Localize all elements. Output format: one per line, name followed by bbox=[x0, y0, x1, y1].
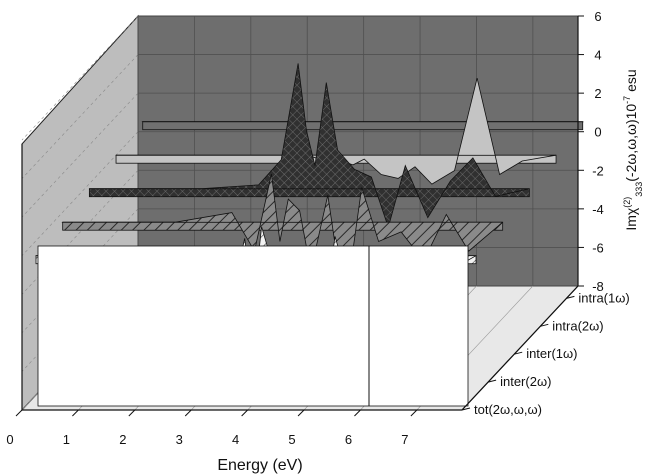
x-tick bbox=[15, 409, 23, 417]
x-tick bbox=[241, 409, 248, 417]
series-label: intra(2ω) bbox=[552, 318, 603, 333]
axis-layer: 6 4 2 0 -2 -4 -6 -8 0 1 2 3 4 5 6 7 intra(1ω) intra(2ω) in… bbox=[6, 9, 629, 447]
series-label: intra(1ω) bbox=[578, 290, 629, 305]
x-axis-label: Energy (eV) bbox=[217, 457, 302, 474]
front-panel bbox=[37, 245, 469, 407]
y-tick-label: 2 bbox=[594, 86, 601, 101]
x-tick bbox=[128, 409, 136, 417]
series-tick bbox=[461, 407, 471, 411]
series-tick bbox=[487, 379, 497, 383]
series-label: inter(1ω) bbox=[526, 346, 577, 361]
series-ribbon bbox=[61, 173, 504, 310]
side-grid-line bbox=[21, 54, 139, 179]
back-wall bbox=[137, 15, 579, 287]
x-tick-label: 7 bbox=[401, 432, 408, 447]
series-label: inter(2ω) bbox=[500, 374, 551, 389]
side-grid-line bbox=[21, 15, 139, 141]
series-ribbon bbox=[141, 121, 584, 131]
side-grid-line bbox=[21, 92, 139, 218]
y-tick-label: -6 bbox=[592, 240, 604, 255]
x-tick bbox=[184, 409, 192, 417]
series-label: tot(2ω,ω,ω) bbox=[474, 402, 542, 417]
series-base bbox=[88, 188, 530, 198]
y-tick-label: 4 bbox=[594, 48, 601, 63]
y-axis-label: Imχ(2)333(-2ω,ω,ω)10-7 esu bbox=[622, 69, 644, 230]
series-tick bbox=[566, 295, 575, 299]
x-tick-label: 6 bbox=[345, 432, 352, 447]
x-tick bbox=[72, 409, 79, 417]
series-tick bbox=[540, 323, 549, 327]
x-tick-label: 0 bbox=[6, 432, 13, 447]
x-tick-label: 4 bbox=[232, 432, 239, 447]
y-tick-label: -8 bbox=[592, 279, 604, 294]
y-tick-label: 6 bbox=[594, 9, 601, 24]
x-tick-label: 5 bbox=[288, 432, 295, 447]
x-tick-label: 3 bbox=[176, 432, 183, 447]
y-tick-label: -4 bbox=[592, 202, 604, 217]
x-tick-label: 1 bbox=[63, 432, 70, 447]
y-tick-label: 0 bbox=[594, 125, 601, 140]
series-area bbox=[115, 78, 557, 185]
side-grid-line bbox=[21, 170, 139, 295]
side-grid-line bbox=[21, 131, 139, 256]
depth-axis-line bbox=[461, 285, 579, 411]
y-tick-label: -2 bbox=[592, 163, 604, 178]
series-area bbox=[61, 173, 503, 310]
series-layer bbox=[35, 63, 584, 407]
series-ribbon bbox=[88, 63, 530, 229]
series-tick bbox=[514, 351, 523, 355]
x-tick bbox=[354, 409, 361, 417]
series-base bbox=[142, 121, 584, 131]
x-tick bbox=[410, 409, 418, 417]
x-tick bbox=[297, 409, 305, 417]
series-area bbox=[89, 63, 530, 229]
x-tick-label: 2 bbox=[119, 432, 126, 447]
